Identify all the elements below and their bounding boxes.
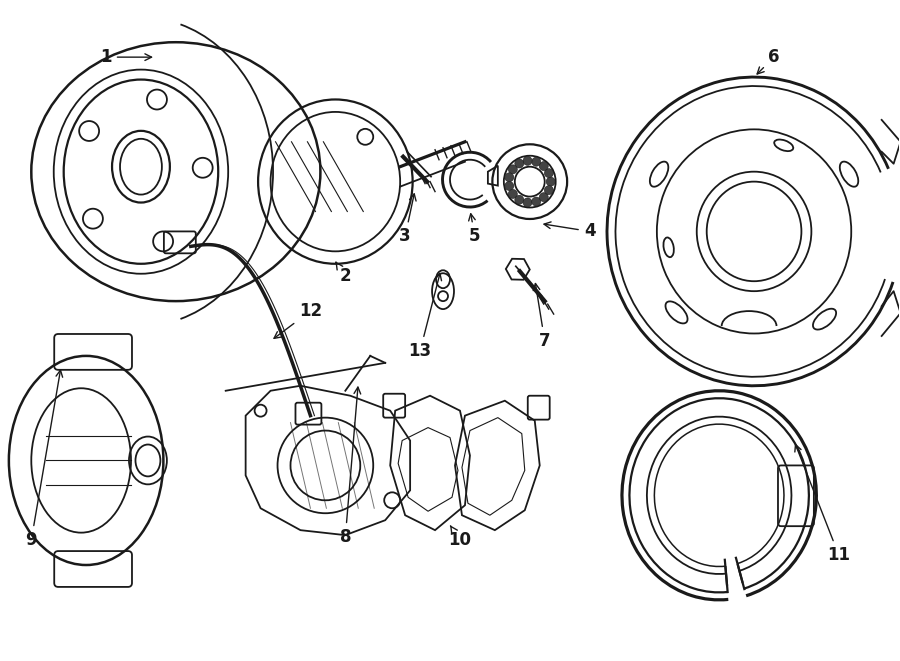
Circle shape	[532, 197, 541, 206]
Text: 2: 2	[336, 262, 351, 285]
Circle shape	[515, 195, 524, 204]
Text: 8: 8	[339, 387, 361, 546]
Circle shape	[523, 198, 532, 207]
Text: 10: 10	[448, 526, 472, 549]
Circle shape	[505, 182, 514, 190]
Text: 3: 3	[400, 194, 416, 245]
Circle shape	[539, 161, 548, 171]
Circle shape	[539, 193, 548, 202]
Circle shape	[505, 173, 514, 182]
Text: 4: 4	[544, 222, 596, 241]
Text: 6: 6	[757, 48, 779, 74]
Circle shape	[515, 159, 524, 168]
Circle shape	[508, 190, 518, 198]
Circle shape	[544, 169, 554, 178]
Text: 1: 1	[100, 48, 151, 66]
Circle shape	[523, 157, 532, 165]
Circle shape	[532, 157, 541, 166]
Text: 12: 12	[274, 302, 322, 338]
Circle shape	[544, 186, 554, 194]
Text: 13: 13	[409, 274, 442, 360]
Text: 9: 9	[25, 370, 63, 549]
Text: 11: 11	[795, 445, 850, 564]
Text: 5: 5	[469, 214, 481, 245]
Text: 7: 7	[533, 284, 551, 350]
Circle shape	[546, 177, 555, 186]
Circle shape	[508, 165, 518, 174]
